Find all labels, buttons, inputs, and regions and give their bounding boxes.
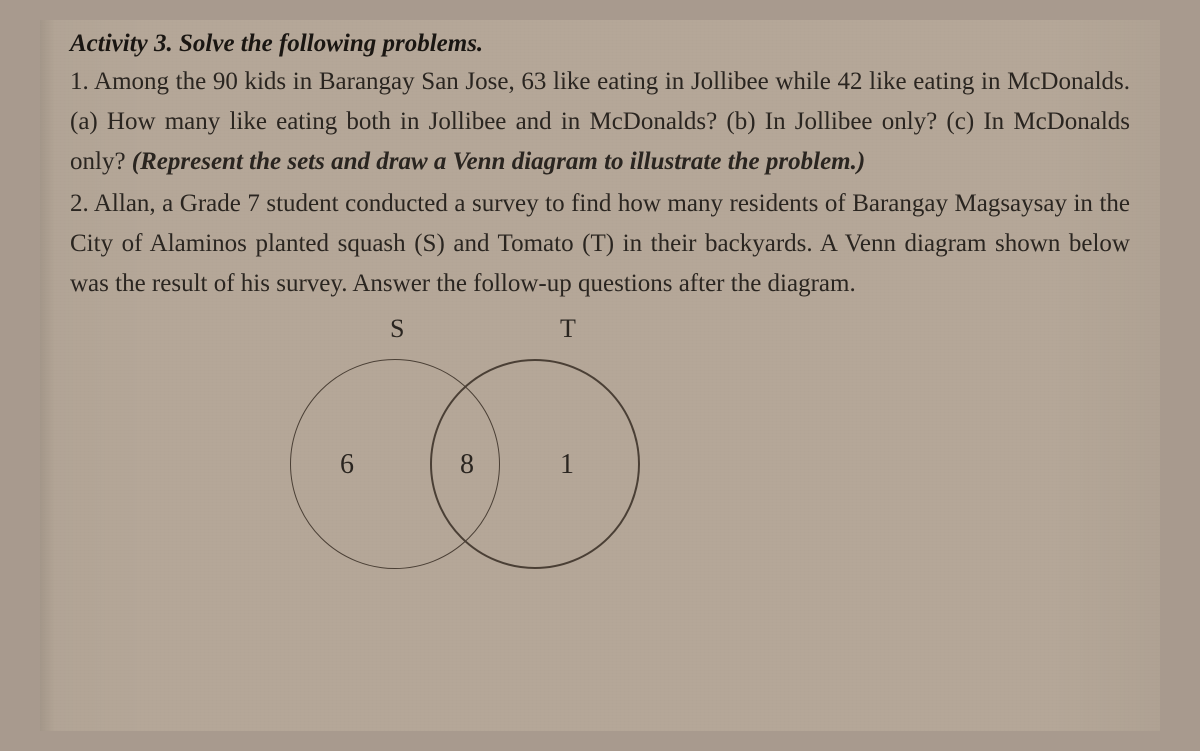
venn-label-t: T (560, 314, 576, 344)
venn-value-intersection: 8 (460, 449, 474, 481)
activity-title: Activity 3. Solve the following problems… (70, 30, 1130, 58)
page-shadow-edge (40, 20, 55, 731)
venn-label-s: S (390, 314, 404, 344)
venn-value-s-only: 6 (340, 449, 354, 481)
venn-value-t-only: 1 (560, 449, 574, 481)
problem-1-text: 1. Among the 90 kids in Barangay San Jos… (70, 62, 1130, 182)
problem-2-text: 2. Allan, a Grade 7 student conducted a … (70, 184, 1130, 304)
problem-1-instruction: (Represent the sets and draw a Venn diag… (132, 148, 865, 175)
venn-diagram: S T 6 8 1 (270, 314, 770, 594)
worksheet-page: Activity 3. Solve the following problems… (40, 20, 1160, 731)
